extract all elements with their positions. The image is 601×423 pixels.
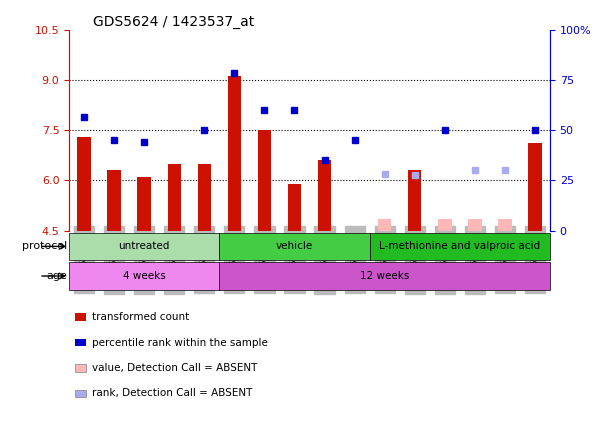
Text: age: age	[47, 271, 68, 281]
Text: transformed count: transformed count	[92, 312, 189, 322]
Bar	[228, 77, 241, 231]
Bar	[370, 233, 550, 260]
Text: untreated: untreated	[118, 242, 170, 251]
Bar	[198, 164, 211, 231]
Bar	[78, 137, 91, 231]
Bar	[378, 219, 391, 231]
Bar	[69, 262, 219, 290]
Text: 4 weeks: 4 weeks	[123, 271, 166, 281]
Bar	[219, 233, 370, 260]
Text: vehicle: vehicle	[276, 242, 313, 251]
Bar	[438, 219, 451, 231]
Bar	[69, 233, 219, 260]
Bar	[219, 262, 550, 290]
Text: value, Detection Call = ABSENT: value, Detection Call = ABSENT	[92, 363, 257, 373]
Bar	[318, 160, 331, 231]
Text: L-methionine and valproic acid: L-methionine and valproic acid	[379, 242, 540, 251]
Bar	[528, 143, 542, 231]
Text: rank, Detection Call = ABSENT: rank, Detection Call = ABSENT	[92, 388, 252, 398]
Bar	[168, 164, 181, 231]
Bar	[108, 170, 121, 231]
Bar	[258, 130, 271, 231]
Bar	[468, 219, 481, 231]
Text: 12 weeks: 12 weeks	[360, 271, 409, 281]
Bar	[288, 184, 301, 231]
Text: protocol: protocol	[22, 242, 68, 251]
Text: GDS5624 / 1423537_at: GDS5624 / 1423537_at	[93, 14, 254, 29]
Text: percentile rank within the sample: percentile rank within the sample	[92, 338, 268, 348]
Bar	[408, 170, 421, 231]
Bar	[138, 177, 151, 231]
Bar	[498, 219, 511, 231]
